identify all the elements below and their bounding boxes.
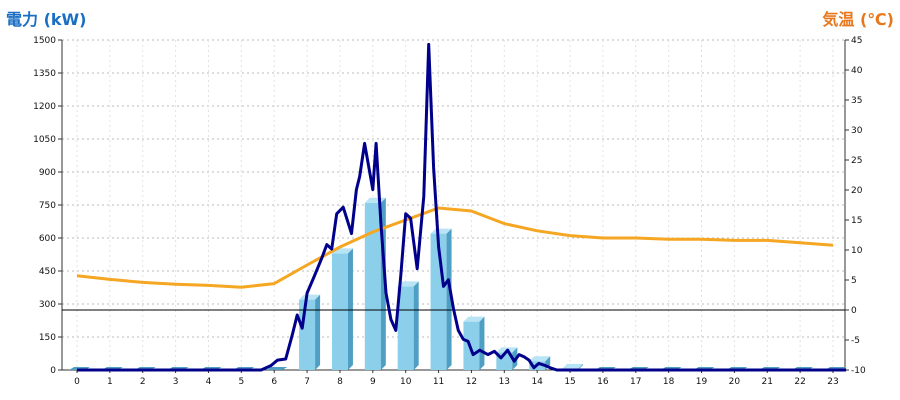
left-tick-label: 1350 [33, 69, 56, 79]
bar [397, 281, 419, 370]
left-tick-label: 0 [50, 366, 56, 376]
right-tick-label: 20 [851, 186, 863, 196]
x-tick-label: 1 [107, 377, 113, 387]
bar-top [430, 228, 452, 234]
right-tick-label: 35 [851, 96, 862, 106]
x-tick-label: 23 [827, 377, 838, 387]
x-tick-label: 22 [794, 377, 805, 387]
x-tick-label: 15 [564, 377, 575, 387]
right-tick-label: 10 [851, 246, 863, 256]
x-tick-label: 12 [466, 377, 477, 387]
left-tick-label: 450 [39, 267, 56, 277]
right-tick-labels: -10 -5 0 5 10 15 20 25 30 35 40 45 [845, 36, 866, 376]
right-tick-label: 40 [851, 66, 863, 76]
left-tick-label: 600 [39, 234, 56, 244]
bar [266, 367, 288, 370]
bar-side [479, 316, 485, 370]
x-tick-label: 11 [433, 377, 444, 387]
bar-side [578, 363, 584, 370]
x-tick-label: 6 [271, 377, 277, 387]
power-line [77, 42, 847, 372]
right-tick-label: 45 [851, 36, 862, 46]
bar [364, 197, 386, 370]
right-tick-label: -5 [851, 336, 860, 346]
left-tick-label: 1500 [33, 36, 56, 46]
right-tick-label: 15 [851, 216, 862, 226]
x-tick-label: 16 [597, 377, 609, 387]
left-tick-label: 1200 [33, 102, 56, 112]
right-axis-title: 気温 (℃) [822, 10, 894, 29]
bar-top [397, 281, 419, 287]
bar [463, 316, 485, 370]
x-tick-label: 0 [74, 377, 80, 387]
x-tick-label: 20 [729, 377, 741, 387]
x-tick-label: 17 [630, 377, 641, 387]
bar-side [315, 294, 321, 370]
left-tick-label: 1050 [33, 135, 56, 145]
x-tick-labels: 0 1 2 3 4 5 6 7 8 9 10 11 12 13 14 15 16 17 18 19 20 21 22 23 [74, 370, 839, 387]
temperature-line [76, 206, 834, 289]
right-tick-label: 30 [851, 126, 863, 136]
bar-top [463, 316, 485, 322]
x-tick-label: 4 [206, 377, 212, 387]
left-axis-title: 電力 (kW) [6, 10, 87, 29]
right-tick-label: 0 [851, 306, 857, 316]
bar-top [299, 294, 321, 300]
left-tick-label: 300 [39, 300, 56, 310]
bar-front [397, 286, 414, 370]
bar [331, 248, 353, 370]
bar-front [463, 321, 480, 370]
x-tick-label: 19 [696, 377, 708, 387]
right-tick-label: -10 [851, 366, 866, 376]
bar-side [413, 281, 419, 370]
x-tick-label: 9 [370, 377, 376, 387]
bar-top [529, 356, 551, 362]
bar-side [347, 248, 353, 370]
bar-front [364, 202, 381, 370]
x-tick-label: 14 [531, 377, 543, 387]
x-tick-label: 10 [400, 377, 412, 387]
bar-base [266, 367, 288, 370]
bar [430, 228, 452, 370]
x-tick-label: 13 [499, 377, 510, 387]
x-tick-label: 21 [762, 377, 773, 387]
x-tick-label: 7 [304, 377, 310, 387]
bar [299, 294, 321, 370]
x-tick-label: 2 [140, 377, 146, 387]
bar-front [331, 253, 348, 370]
x-tick-label: 3 [173, 377, 179, 387]
left-tick-label: 900 [39, 168, 56, 178]
left-tick-label: 750 [39, 201, 56, 211]
bar-side [446, 228, 452, 370]
right-tick-label: 25 [851, 156, 862, 166]
x-tick-label: 8 [337, 377, 343, 387]
grid-lines [62, 39, 845, 370]
left-tick-label: 150 [39, 333, 56, 343]
x-tick-label: 18 [663, 377, 675, 387]
bar-top [562, 363, 584, 369]
x-tick-label: 5 [238, 377, 244, 387]
right-tick-label: 5 [851, 276, 857, 286]
left-tick-labels: 0 150 300 450 600 750 900 1050 1200 1350 1500 [33, 36, 62, 376]
